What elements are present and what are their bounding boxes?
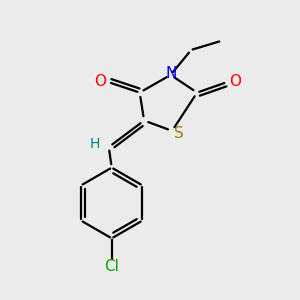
- Text: N: N: [166, 66, 177, 81]
- Text: Cl: Cl: [104, 260, 119, 274]
- Text: O: O: [94, 74, 106, 89]
- Text: O: O: [229, 74, 241, 89]
- Text: S: S: [174, 126, 183, 141]
- Text: H: H: [89, 137, 100, 151]
